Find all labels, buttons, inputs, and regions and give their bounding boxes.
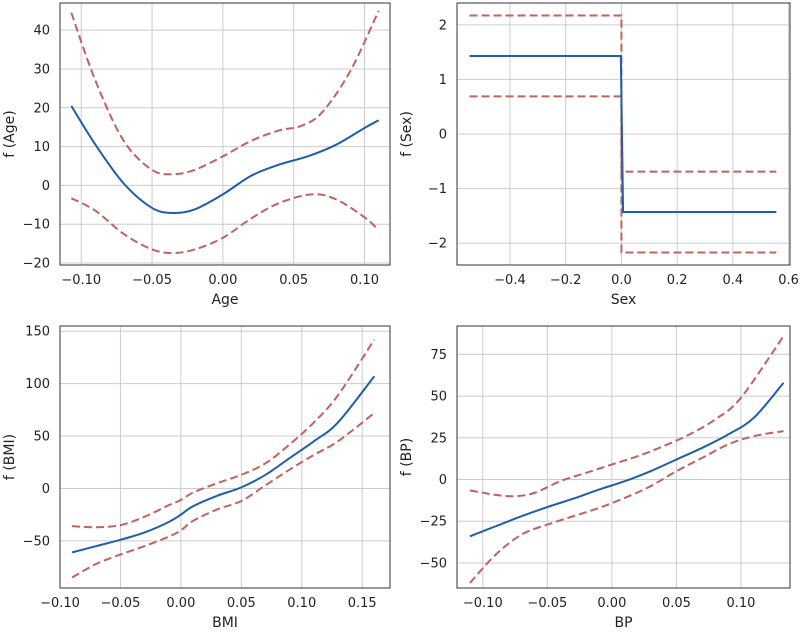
series-line-fit <box>469 382 785 538</box>
y-tick-label: 2 <box>439 18 447 33</box>
x-tick-label: 0.0 <box>611 273 632 288</box>
y-tick-label: −20 <box>23 257 50 272</box>
y-tick-label: 10 <box>33 140 50 155</box>
panel-bmi: −0.10 −0.05 0.00 0.05 0.10 0.15 −50 0 50 100 150 BM… <box>2 325 391 631</box>
series-line-upper <box>469 335 785 498</box>
x-tick-label: 0.05 <box>662 596 691 611</box>
x-tick-label: −0.10 <box>40 596 80 611</box>
x-tick-label: 0.10 <box>287 596 316 611</box>
x-tick-label: −0.05 <box>132 273 172 288</box>
x-tick-label: 0.10 <box>726 596 755 611</box>
y-tick-label: 1 <box>439 73 447 88</box>
y-tick-label: 40 <box>33 24 50 39</box>
y-tick-label: 20 <box>33 101 50 116</box>
x-axis-label: Sex <box>611 292 637 308</box>
x-tick-label: −0.2 <box>550 273 582 288</box>
plot-area <box>59 2 391 266</box>
series-line-fit <box>70 105 380 215</box>
y-tick-label: 75 <box>430 348 447 363</box>
panel-sex: −0.4 −0.2 0.0 0.2 0.4 0.6 −2 −1 0 1 2 Sex f (Sex) <box>399 2 799 308</box>
y-tick-label: −50 <box>420 556 447 571</box>
y-tick-label: −10 <box>23 218 50 233</box>
y-tick-label: 25 <box>430 431 447 446</box>
y-tick-label: 150 <box>25 325 50 340</box>
x-tick-label: 0.00 <box>597 596 626 611</box>
y-tick-label: 50 <box>430 390 447 405</box>
series-line-upper <box>70 10 380 176</box>
y-tick-label: 0 <box>439 128 447 143</box>
x-tick-label: −0.05 <box>101 596 141 611</box>
x-tick-label: 0.4 <box>723 273 744 288</box>
y-tick-label: 0 <box>42 179 50 194</box>
y-tick-label: 0 <box>439 473 447 488</box>
x-tick-label: 0.00 <box>208 273 237 288</box>
y-axis-label: f (Sex) <box>399 111 415 157</box>
panel-bp: −0.10 −0.05 0.00 0.05 0.10 −50 −25 0 25 50 75 BP f (… <box>399 325 791 631</box>
x-tick-label: 0.6 <box>778 273 799 288</box>
axes-border <box>59 2 391 266</box>
x-tick-label: −0.4 <box>494 273 526 288</box>
series-line-fit <box>469 54 777 214</box>
y-tick-label: 100 <box>25 377 50 392</box>
axes-border <box>59 325 391 589</box>
y-tick-label: −50 <box>23 534 50 549</box>
y-axis-label: f (Age) <box>2 110 18 157</box>
x-axis-label: BMI <box>212 615 238 631</box>
y-tick-label: −1 <box>428 182 447 197</box>
panel-age: −0.10 −0.05 0.00 0.05 0.10 −20 −10 0 10 20 30 40 Age… <box>2 2 391 308</box>
axes-border <box>456 2 791 266</box>
series-line-upper <box>72 339 376 529</box>
x-tick-label: 0.00 <box>166 596 195 611</box>
y-axis-label: f (BP) <box>399 438 415 476</box>
x-axis-label: Age <box>211 292 238 308</box>
x-tick-label: 0.15 <box>348 596 377 611</box>
plot-area <box>456 325 791 589</box>
y-axis-label: f (BMI) <box>2 434 18 480</box>
x-tick-label: 0.2 <box>667 273 688 288</box>
x-tick-label: −0.10 <box>61 273 101 288</box>
x-tick-label: 0.10 <box>350 273 379 288</box>
y-tick-label: 30 <box>33 62 50 77</box>
series-line-fit <box>71 375 376 554</box>
series-line-lower <box>469 430 784 584</box>
series-line-lower <box>70 193 380 254</box>
x-tick-label: −0.05 <box>527 596 567 611</box>
plot-area <box>59 325 391 589</box>
y-tick-label: −25 <box>420 515 447 530</box>
axes-border <box>456 325 791 589</box>
x-tick-label: −0.10 <box>463 596 503 611</box>
series-line-lower <box>71 412 375 579</box>
x-tick-label: 0.05 <box>227 596 256 611</box>
x-tick-label: 0.05 <box>279 273 308 288</box>
y-tick-label: 0 <box>42 482 50 497</box>
x-axis-label: BP <box>614 615 632 631</box>
series-line-lower <box>469 95 777 254</box>
y-tick-label: −2 <box>428 237 447 252</box>
y-tick-label: 50 <box>33 430 50 445</box>
